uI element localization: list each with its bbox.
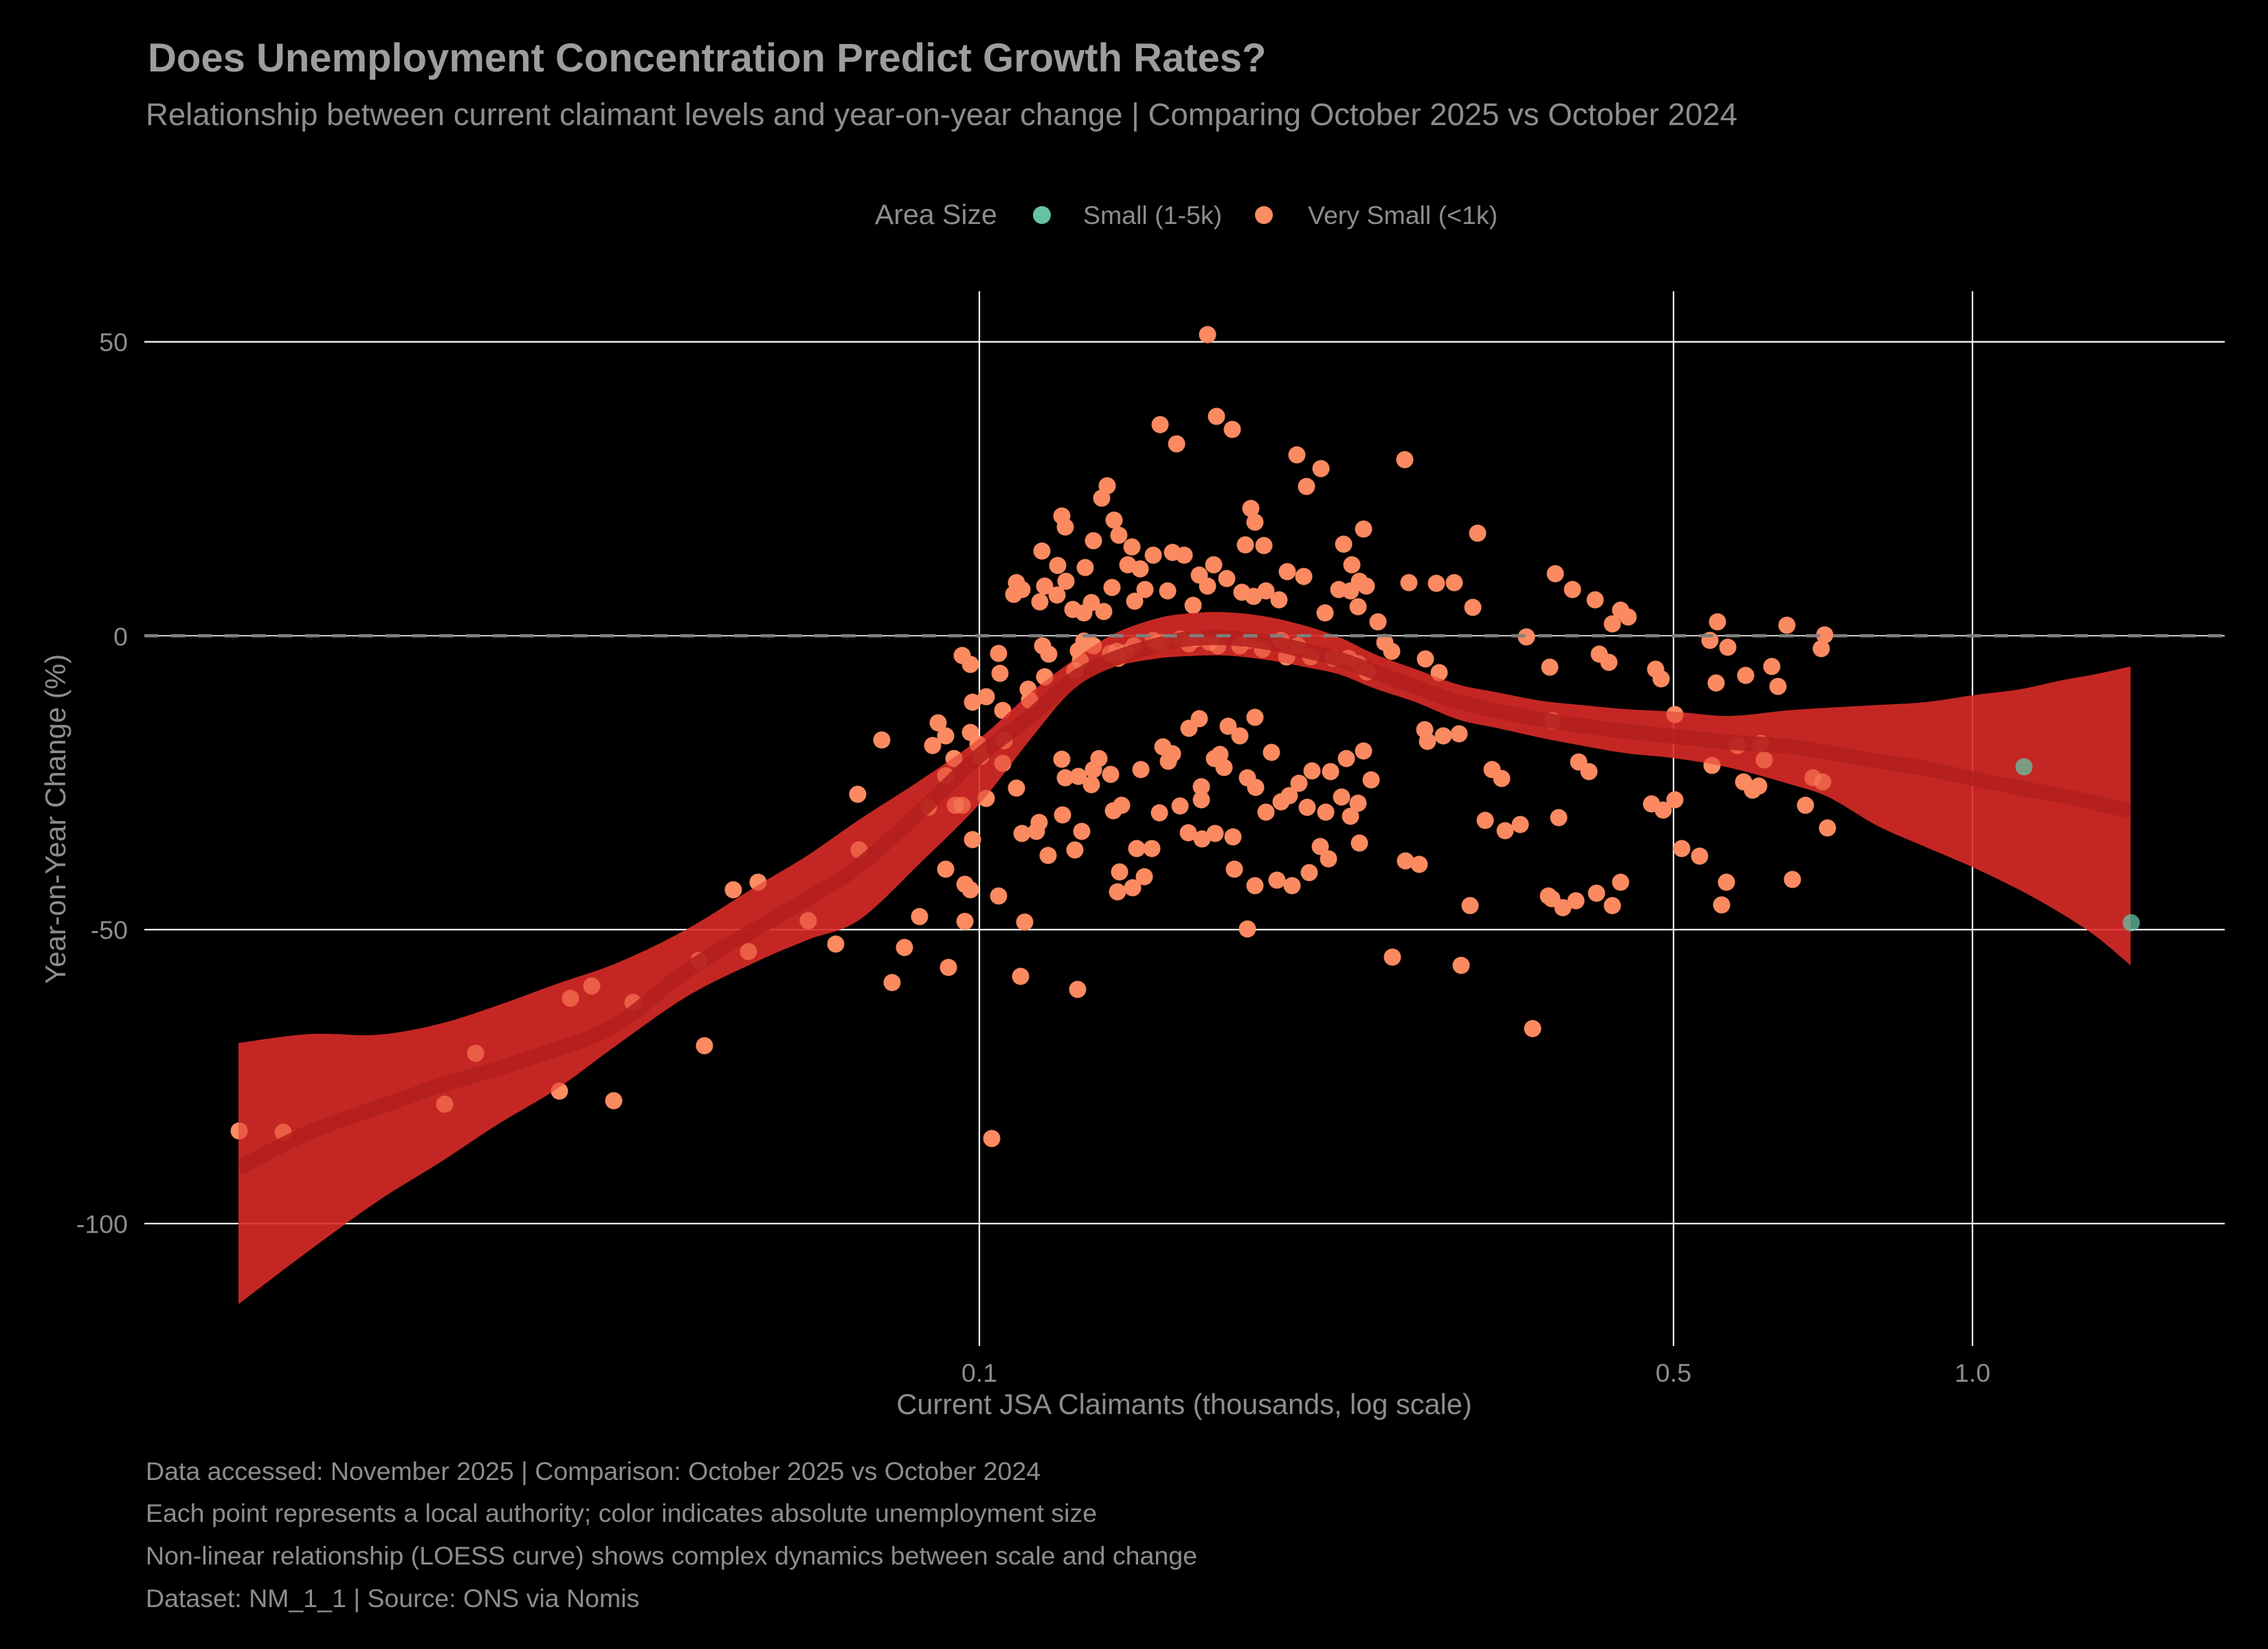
svg-text:-50: -50 <box>91 916 128 945</box>
svg-text:Does Unemployment Concentratio: Does Unemployment Concentration Predict … <box>148 36 1266 80</box>
svg-text:Each point represents a local: Each point represents a local authority;… <box>146 1499 1097 1527</box>
svg-text:Current JSA Claimants (thousan: Current JSA Claimants (thousands, log sc… <box>896 1388 1471 1420</box>
svg-text:Data accessed: November 2025 |: Data accessed: November 2025 | Compariso… <box>146 1457 1041 1485</box>
svg-text:Very Small (<1k): Very Small (<1k) <box>1308 201 1498 229</box>
svg-text:Year-on-Year Change (%): Year-on-Year Change (%) <box>39 654 71 984</box>
svg-text:50: 50 <box>99 328 128 357</box>
svg-text:0.1: 0.1 <box>961 1358 997 1387</box>
svg-text:0.5: 0.5 <box>1656 1358 1691 1387</box>
svg-text:Relationship between current c: Relationship between current claimant le… <box>146 97 1737 132</box>
svg-text:Small (1-5k): Small (1-5k) <box>1083 201 1222 229</box>
svg-text:Non-linear relationship (LOESS: Non-linear relationship (LOESS curve) sh… <box>146 1541 1197 1570</box>
svg-text:Dataset: NM_1_1 | Source: ONS: Dataset: NM_1_1 | Source: ONS via Nomis <box>146 1584 639 1613</box>
svg-text:1.0: 1.0 <box>1955 1358 1990 1387</box>
svg-text:Area Size: Area Size <box>875 199 997 230</box>
svg-text:0: 0 <box>113 622 128 651</box>
svg-text:-100: -100 <box>76 1209 128 1238</box>
